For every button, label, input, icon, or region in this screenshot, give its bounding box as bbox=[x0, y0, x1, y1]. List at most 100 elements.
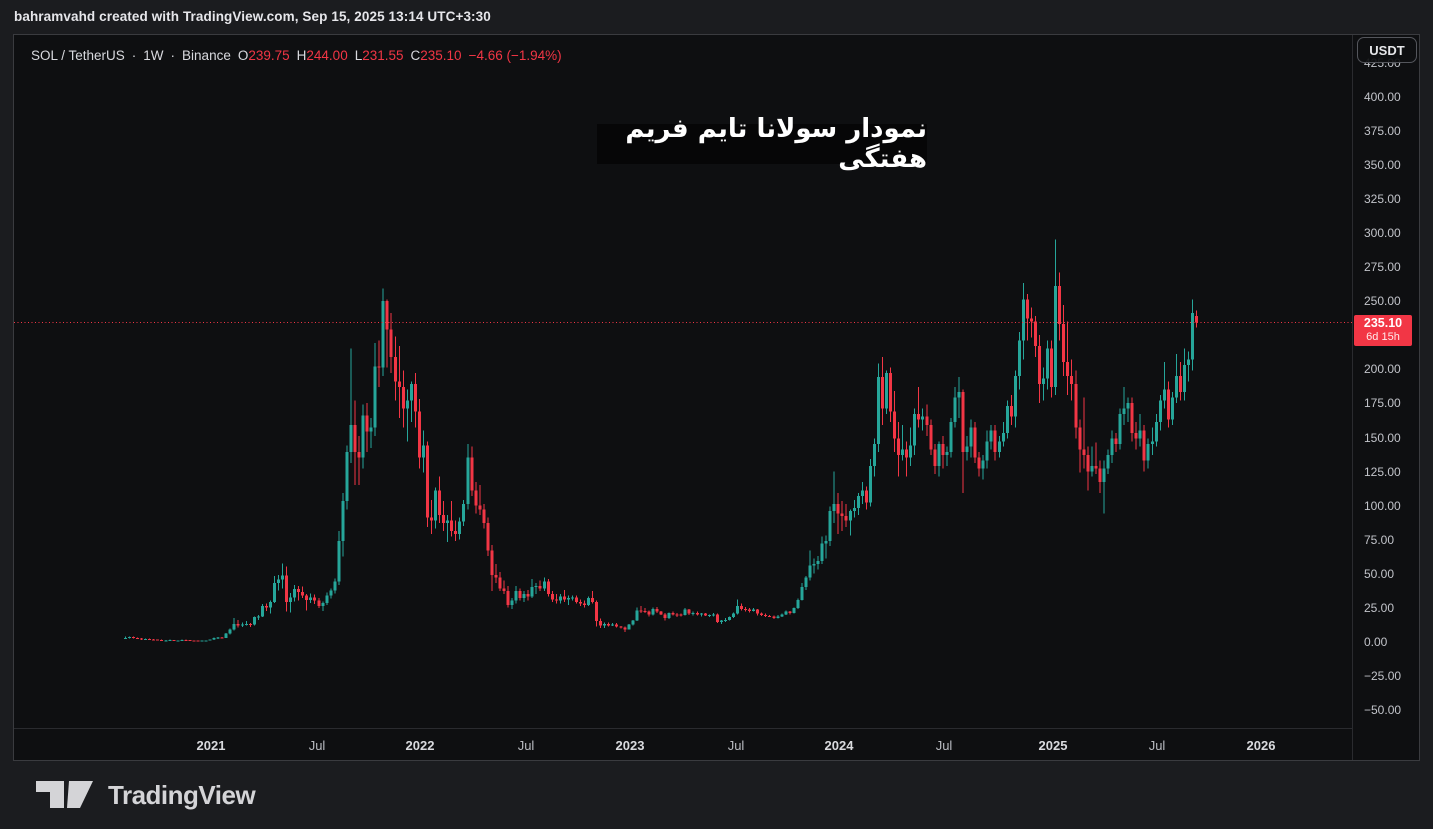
candle bbox=[401, 370, 405, 428]
candle bbox=[458, 517, 462, 540]
time-tick-label: 2026 bbox=[1246, 738, 1276, 753]
candle bbox=[578, 599, 582, 607]
time-tick-label: 2022 bbox=[405, 738, 435, 753]
candle bbox=[647, 610, 651, 617]
candle bbox=[434, 487, 438, 529]
candle bbox=[486, 517, 490, 556]
symbol-legend: SOL / TetherUS · 1W · Binance O 239.75 H 24… bbox=[31, 46, 562, 64]
candle bbox=[820, 536, 824, 564]
candle bbox=[365, 403, 369, 453]
candle bbox=[816, 555, 820, 570]
price-tick-label: 75.00 bbox=[1364, 532, 1395, 547]
tradingview-logo-text[interactable]: TradingView bbox=[108, 779, 256, 810]
candle bbox=[695, 611, 699, 616]
candle bbox=[1130, 397, 1134, 442]
candle bbox=[683, 608, 687, 616]
candle bbox=[1138, 414, 1142, 447]
ohlc-pair: L 231.55 bbox=[354, 47, 404, 63]
candle bbox=[977, 452, 981, 477]
candle bbox=[707, 614, 711, 618]
candle bbox=[357, 435, 361, 485]
candle bbox=[417, 399, 421, 469]
candle bbox=[961, 389, 965, 494]
candle bbox=[872, 438, 876, 477]
candle bbox=[281, 563, 285, 589]
candle bbox=[631, 619, 635, 626]
candle bbox=[1046, 340, 1050, 390]
candle bbox=[723, 617, 727, 622]
price-tick-label: 300.00 bbox=[1364, 226, 1401, 241]
currency-toggle-button[interactable]: USDT bbox=[1357, 37, 1417, 63]
candle bbox=[1102, 460, 1106, 514]
candle bbox=[715, 613, 719, 624]
candle bbox=[317, 598, 321, 609]
candle bbox=[639, 606, 643, 614]
price-tick-label: 50.00 bbox=[1364, 566, 1395, 581]
candle bbox=[373, 343, 377, 436]
chart-widget: SOL / TetherUS · 1W · Binance O 239.75 H 24… bbox=[13, 34, 1420, 761]
candle bbox=[800, 583, 804, 601]
candle bbox=[425, 441, 429, 528]
candle bbox=[929, 419, 933, 455]
candle bbox=[1166, 381, 1170, 428]
candle bbox=[454, 520, 458, 541]
candle bbox=[953, 386, 957, 428]
candle bbox=[1134, 422, 1138, 450]
candle bbox=[341, 493, 345, 557]
candle bbox=[506, 585, 510, 608]
candle bbox=[514, 585, 518, 604]
candle bbox=[989, 424, 993, 450]
candle bbox=[208, 639, 212, 641]
candle bbox=[732, 612, 736, 618]
time-axis[interactable]: 2021 Jul 2022 Jul 2023 Jul 2024 Jul 2025 Jul 2026 bbox=[14, 728, 1352, 760]
candle bbox=[389, 313, 393, 374]
candle bbox=[1066, 321, 1070, 395]
candle bbox=[1150, 427, 1154, 455]
candle bbox=[268, 600, 272, 614]
candle bbox=[615, 623, 619, 628]
candle bbox=[905, 441, 909, 477]
candle bbox=[369, 418, 373, 449]
price-tick-label: 175.00 bbox=[1364, 396, 1401, 411]
candle bbox=[321, 601, 325, 611]
candle bbox=[502, 580, 506, 594]
candle bbox=[719, 619, 723, 625]
candle bbox=[176, 640, 180, 642]
price-axis[interactable]: 235.10 6d 15h 425.00400.00375.00350.0032… bbox=[1352, 35, 1419, 760]
time-tick-label: 2025 bbox=[1038, 738, 1068, 753]
candle bbox=[1094, 442, 1098, 474]
candle bbox=[1090, 446, 1094, 477]
candle bbox=[558, 593, 562, 604]
candle bbox=[1050, 340, 1054, 398]
candle bbox=[1114, 433, 1118, 453]
candle bbox=[172, 639, 176, 642]
candle bbox=[1021, 283, 1025, 360]
exchange-label: Binance bbox=[182, 47, 231, 63]
candle bbox=[272, 576, 276, 603]
candle bbox=[808, 550, 812, 581]
price-tick-label: 275.00 bbox=[1364, 260, 1401, 275]
candle bbox=[313, 594, 317, 605]
candle bbox=[293, 585, 297, 602]
candlestick-plot[interactable] bbox=[14, 35, 1352, 728]
candle bbox=[981, 454, 985, 480]
attribution-text: bahramvahd created with TradingView.com,… bbox=[14, 9, 491, 24]
chart-title-overlay: نمودار سولانا تایم فریم هفتگی bbox=[597, 114, 927, 174]
candle bbox=[405, 389, 409, 442]
candle bbox=[244, 620, 248, 626]
candle bbox=[240, 622, 244, 627]
candle bbox=[478, 484, 482, 515]
candle bbox=[309, 593, 313, 603]
candle bbox=[1158, 394, 1162, 431]
candle bbox=[969, 419, 973, 458]
current-price-value: 235.10 bbox=[1363, 316, 1403, 331]
tradingview-logo-icon[interactable] bbox=[36, 781, 93, 809]
candle bbox=[727, 616, 731, 621]
candle bbox=[1142, 424, 1146, 472]
candle bbox=[562, 589, 566, 603]
candle bbox=[876, 363, 880, 453]
bar-countdown: 6d 15h bbox=[1366, 331, 1400, 344]
candle bbox=[184, 639, 188, 641]
candle bbox=[736, 599, 740, 615]
candle bbox=[993, 424, 997, 461]
